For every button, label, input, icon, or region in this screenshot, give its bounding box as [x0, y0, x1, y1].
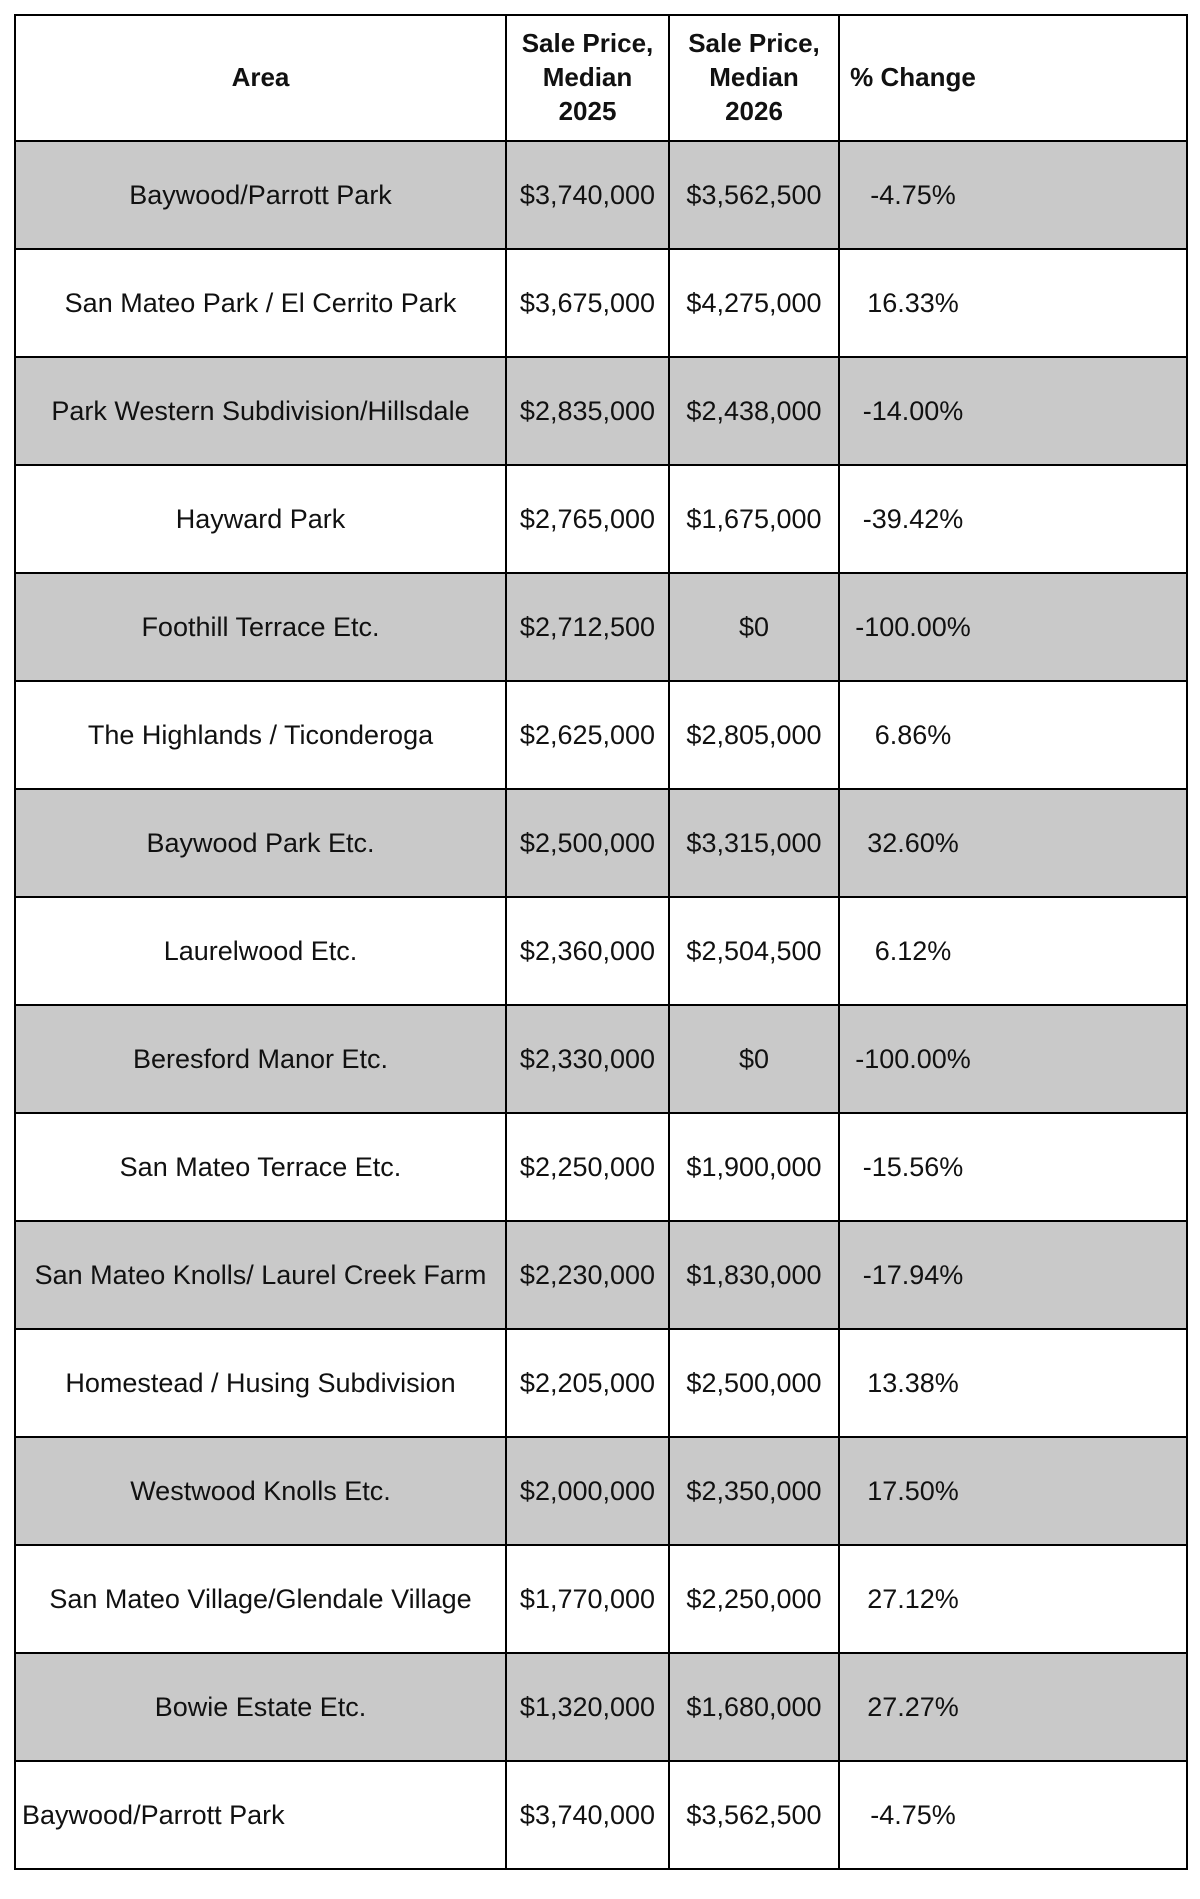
sale-price-2026-cell: $2,500,000: [668, 1328, 840, 1438]
table-row: Foothill Terrace Etc. $2,712,500 $0 -100…: [14, 572, 1188, 682]
sale-price-2025-cell: $2,000,000: [505, 1436, 670, 1546]
sale-price-2025-cell: $2,230,000: [505, 1220, 670, 1330]
table-row: San Mateo Terrace Etc. $2,250,000 $1,900…: [14, 1112, 1188, 1222]
sale-price-2025-cell: $3,675,000: [505, 248, 670, 358]
sale-price-2025-cell: $1,770,000: [505, 1544, 670, 1654]
pct-change-cell: 27.12%: [838, 1544, 1188, 1654]
table-row: Beresford Manor Etc. $2,330,000 $0 -100.…: [14, 1004, 1188, 1114]
table-row: San Mateo Knolls/ Laurel Creek Farm $2,2…: [14, 1220, 1188, 1330]
sale-price-2026-cell: $1,830,000: [668, 1220, 840, 1330]
area-cell: San Mateo Village/Glendale Village: [14, 1544, 507, 1654]
sale-price-2025-cell: $2,625,000: [505, 680, 670, 790]
area-cell: San Mateo Knolls/ Laurel Creek Farm: [14, 1220, 507, 1330]
area-cell: Park Western Subdivision/Hillsdale: [14, 356, 507, 466]
area-cell: Foothill Terrace Etc.: [14, 572, 507, 682]
table-row: Homestead / Husing Subdivision $2,205,00…: [14, 1328, 1188, 1438]
table-row: Baywood Park Etc. $2,500,000 $3,315,000 …: [14, 788, 1188, 898]
area-cell: Baywood/Parrott Park: [14, 1760, 507, 1870]
pct-change-cell: -17.94%: [838, 1220, 1188, 1330]
area-cell: Hayward Park: [14, 464, 507, 574]
sale-price-2026-cell: $2,504,500: [668, 896, 840, 1006]
pct-change-cell: -15.56%: [838, 1112, 1188, 1222]
area-cell: Baywood/Parrott Park: [14, 140, 507, 250]
area-cell: Beresford Manor Etc.: [14, 1004, 507, 1114]
table-row: Park Western Subdivision/Hillsdale $2,83…: [14, 356, 1188, 466]
sale-price-2026-cell: $2,805,000: [668, 680, 840, 790]
pct-change-cell: 6.86%: [838, 680, 1188, 790]
sale-price-2026-cell: $3,562,500: [668, 1760, 840, 1870]
sale-price-2026-cell: $3,315,000: [668, 788, 840, 898]
table-row: The Highlands / Ticonderoga $2,625,000 $…: [14, 680, 1188, 790]
pct-change-cell: 13.38%: [838, 1328, 1188, 1438]
sale-price-2025-cell: $2,500,000: [505, 788, 670, 898]
pct-change-cell: -14.00%: [838, 356, 1188, 466]
pct-change-cell: 17.50%: [838, 1436, 1188, 1546]
sale-price-2025-cell: $2,205,000: [505, 1328, 670, 1438]
sale-price-2026-cell: $1,680,000: [668, 1652, 840, 1762]
pct-change-cell: 27.27%: [838, 1652, 1188, 1762]
header-row: Area Sale Price, Median 2025 Sale Price,…: [14, 14, 1188, 142]
sale-price-2026-cell: $2,250,000: [668, 1544, 840, 1654]
pct-change-cell: -100.00%: [838, 572, 1188, 682]
sale-price-2026-cell: $1,900,000: [668, 1112, 840, 1222]
sale-price-2026-cell: $2,350,000: [668, 1436, 840, 1546]
table-row: San Mateo Park / El Cerrito Park $3,675,…: [14, 248, 1188, 358]
pct-change-cell: -4.75%: [838, 140, 1188, 250]
table-row: Laurelwood Etc. $2,360,000 $2,504,500 6.…: [14, 896, 1188, 1006]
sale-price-2026-cell: $0: [668, 1004, 840, 1114]
sale-price-2026-cell: $4,275,000: [668, 248, 840, 358]
area-cell: Laurelwood Etc.: [14, 896, 507, 1006]
sale-price-2026-cell: $1,675,000: [668, 464, 840, 574]
sale-price-2025-cell: $3,740,000: [505, 140, 670, 250]
table-row: Baywood/Parrott Park $3,740,000 $3,562,5…: [14, 1760, 1188, 1870]
sale-price-2025-cell: $2,330,000: [505, 1004, 670, 1114]
median-sale-price-table: Area Sale Price, Median 2025 Sale Price,…: [14, 14, 1188, 1870]
sale-price-2025-cell: $2,712,500: [505, 572, 670, 682]
sale-price-2026-cell: $2,438,000: [668, 356, 840, 466]
area-cell: San Mateo Park / El Cerrito Park: [14, 248, 507, 358]
table-row: Hayward Park $2,765,000 $1,675,000 -39.4…: [14, 464, 1188, 574]
col-header-sale-price-2025: Sale Price, Median 2025: [505, 14, 670, 142]
pct-change-cell: -39.42%: [838, 464, 1188, 574]
pct-change-cell: 32.60%: [838, 788, 1188, 898]
table-row: Westwood Knolls Etc. $2,000,000 $2,350,0…: [14, 1436, 1188, 1546]
sale-price-2025-cell: $2,360,000: [505, 896, 670, 1006]
area-cell: Westwood Knolls Etc.: [14, 1436, 507, 1546]
col-header-area: Area: [14, 14, 507, 142]
sale-price-2025-cell: $1,320,000: [505, 1652, 670, 1762]
sale-price-2025-cell: $3,740,000: [505, 1760, 670, 1870]
sale-price-2026-cell: $3,562,500: [668, 140, 840, 250]
sale-price-2025-cell: $2,765,000: [505, 464, 670, 574]
sale-price-2025-cell: $2,835,000: [505, 356, 670, 466]
sale-price-2026-cell: $0: [668, 572, 840, 682]
table-row: Baywood/Parrott Park $3,740,000 $3,562,5…: [14, 140, 1188, 250]
table-body: Baywood/Parrott Park $3,740,000 $3,562,5…: [14, 140, 1188, 1870]
table-row: San Mateo Village/Glendale Village $1,77…: [14, 1544, 1188, 1654]
pct-change-cell: -4.75%: [838, 1760, 1188, 1870]
col-header-sale-price-2026: Sale Price, Median 2026: [668, 14, 840, 142]
area-cell: Bowie Estate Etc.: [14, 1652, 507, 1762]
sale-price-2025-cell: $2,250,000: [505, 1112, 670, 1222]
area-cell: Homestead / Husing Subdivision: [14, 1328, 507, 1438]
area-cell: Baywood Park Etc.: [14, 788, 507, 898]
pct-change-cell: 6.12%: [838, 896, 1188, 1006]
pct-change-cell: -100.00%: [838, 1004, 1188, 1114]
area-cell: The Highlands / Ticonderoga: [14, 680, 507, 790]
table-row: Bowie Estate Etc. $1,320,000 $1,680,000 …: [14, 1652, 1188, 1762]
pct-change-cell: 16.33%: [838, 248, 1188, 358]
area-cell: San Mateo Terrace Etc.: [14, 1112, 507, 1222]
col-header-pct-change: % Change: [838, 14, 1188, 142]
